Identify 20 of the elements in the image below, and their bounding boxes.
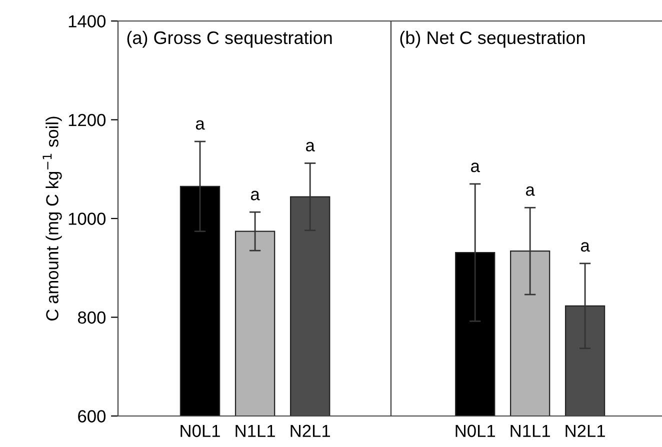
annotation: a [306, 142, 315, 152]
y-tick-label: 1400 [68, 15, 106, 28]
y-tick-label: 1000 [68, 212, 106, 225]
text: (a) Gross C sequestration [127, 30, 332, 48]
text: (b) Net C sequestration [400, 30, 585, 48]
annotation: a [471, 162, 480, 172]
x-tick-label: N0L1 [180, 424, 220, 438]
annotation: a [526, 186, 535, 196]
annotation: a [250, 190, 260, 200]
y-tick-label: 800 [78, 311, 106, 324]
y-tick-label: 600 [78, 410, 106, 422]
x-tick-label: N1L1 [510, 424, 550, 437]
x-tick-label: N2L1 [290, 424, 330, 437]
x-tick-label: N1L1 [236, 424, 275, 437]
annotation: a [196, 120, 205, 130]
y-axis-title: C amount (mg C kg$^{−1}$ soil) [42, 116, 62, 320]
y-tick-label: 1200 [68, 114, 106, 126]
annotation: a [580, 242, 590, 252]
x-tick-label: N0L1 [456, 424, 496, 438]
x-tick-label: N2L1 [566, 424, 605, 437]
